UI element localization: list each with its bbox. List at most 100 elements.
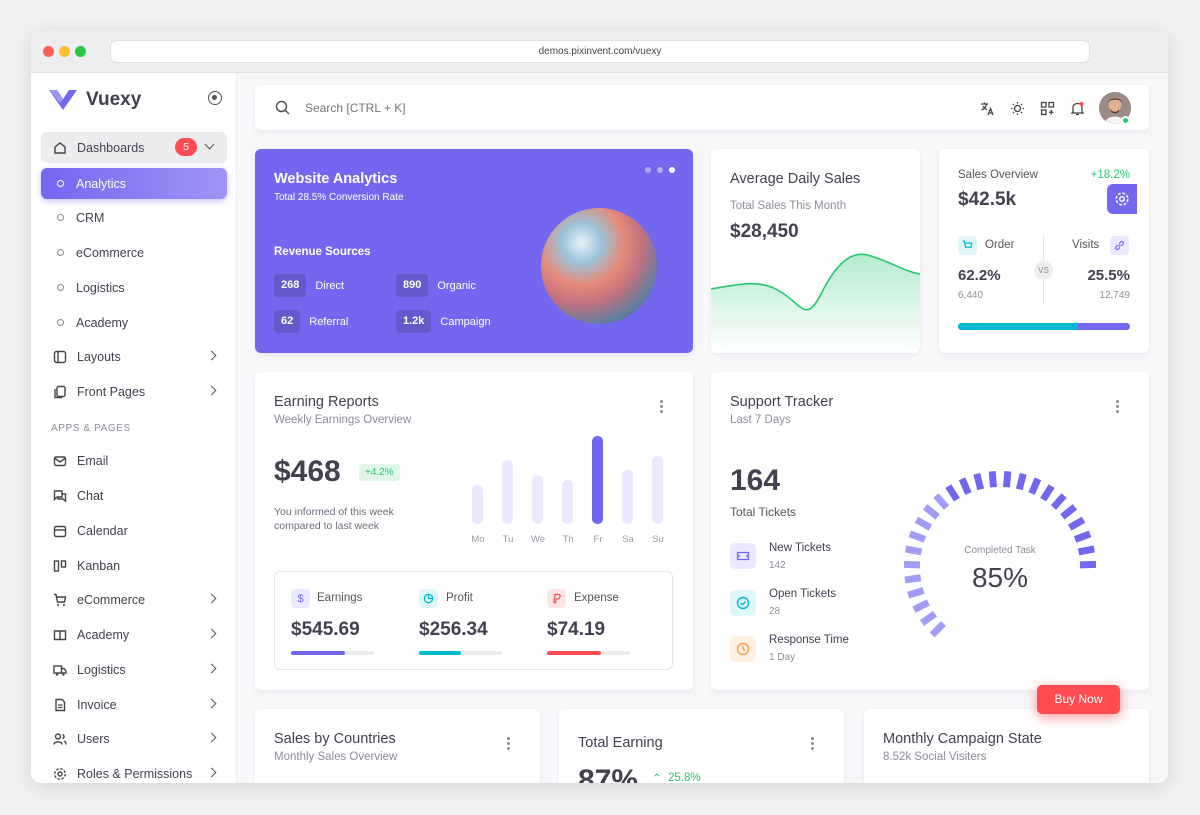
book-icon xyxy=(52,627,68,643)
sidebar-item-crm[interactable]: CRM xyxy=(41,202,227,233)
total-earning-change: 25.8% xyxy=(668,772,701,783)
circle-icon xyxy=(57,214,64,221)
chevron-down-icon xyxy=(204,139,215,150)
chevron-right-icon xyxy=(206,767,217,778)
completed-task-gauge xyxy=(903,471,1097,638)
total-earning-value: 87% xyxy=(578,764,639,783)
sidebar-item-academy-dashboard[interactable]: Academy xyxy=(41,307,227,338)
sales-value: $28,450 xyxy=(730,221,799,242)
sidebar-item-calendar[interactable]: Calendar xyxy=(41,515,227,546)
sidebar-item-label: Email xyxy=(77,453,109,468)
average-daily-sales-card: Average Daily Sales Total Sales This Mon… xyxy=(711,149,920,353)
sidebar-item-users[interactable]: Users xyxy=(41,723,227,754)
day-label: We xyxy=(530,534,546,545)
stat-label-profit: Profit xyxy=(446,592,473,604)
minimize-window-button[interactable] xyxy=(59,46,70,57)
bar-sa xyxy=(622,470,633,524)
kanban-icon xyxy=(52,558,68,574)
sidebar-item-roles-permissions[interactable]: Roles & Permissions xyxy=(41,758,227,783)
carousel-indicator-active[interactable] xyxy=(669,167,675,173)
sidebar-item-label: Chat xyxy=(77,488,104,503)
open-tickets-value: 28 xyxy=(769,606,781,617)
cart-icon xyxy=(52,592,68,608)
total-tickets-label: Total Tickets xyxy=(730,505,797,519)
stat-label-earnings: Earnings xyxy=(317,592,363,604)
sidebar: Vuexy Dashboards 5 Analytics CRM eCommer… xyxy=(31,73,237,783)
sidebar-item-front-pages[interactable]: Front Pages xyxy=(41,376,227,407)
card-title: Sales Overview xyxy=(958,169,1038,181)
sidebar-item-label: Logistics xyxy=(77,662,126,677)
address-bar[interactable]: demos.pixinvent.com/vuexy xyxy=(110,40,1090,63)
close-window-button[interactable] xyxy=(43,46,54,57)
sidebar-item-logistics-dashboard[interactable]: Logistics xyxy=(41,272,227,303)
sidebar-item-ecommerce-dashboard[interactable]: eCommerce xyxy=(41,237,227,268)
more-options-icon[interactable] xyxy=(507,737,510,750)
source-referral: 62 Referral xyxy=(274,310,348,333)
files-icon xyxy=(52,384,68,400)
chat-icon xyxy=(52,488,68,504)
app-name: Vuexy xyxy=(86,89,142,110)
sidebar-item-chat[interactable]: Chat xyxy=(41,480,227,511)
source-organic: 890 Organic xyxy=(396,274,476,297)
sales-value: $42.5k xyxy=(958,189,1017,210)
sidebar-item-invoice[interactable]: Invoice xyxy=(41,689,227,720)
gauge-tick xyxy=(933,493,950,510)
maximize-window-button[interactable] xyxy=(75,46,86,57)
earnings-progress xyxy=(291,651,374,655)
more-options-icon[interactable] xyxy=(811,737,814,750)
earning-reports-card: Earning Reports Weekly Earnings Overview… xyxy=(255,372,693,690)
sidebar-item-label: eCommerce xyxy=(76,245,145,260)
more-options-icon[interactable] xyxy=(1116,400,1119,413)
sidebar-item-ecommerce[interactable]: eCommerce xyxy=(41,584,227,615)
sun-icon[interactable] xyxy=(1009,100,1025,116)
sidebar-item-label: Calendar xyxy=(77,523,128,538)
sidebar-item-analytics[interactable]: Analytics xyxy=(41,168,227,199)
bell-icon[interactable] xyxy=(1069,100,1085,116)
sidebar-item-email[interactable]: Email xyxy=(41,445,227,476)
day-label: Fr xyxy=(593,534,603,545)
app-logo[interactable]: Vuexy xyxy=(49,89,141,111)
users-icon xyxy=(52,731,68,747)
change-badge: +18.2% xyxy=(1090,169,1130,181)
day-label: Sa xyxy=(622,534,634,545)
order-label: Order xyxy=(985,239,1015,251)
gauge-tick xyxy=(973,472,985,491)
browser-window: demos.pixinvent.com/vuexy Vuexy Dashboar… xyxy=(31,31,1168,783)
card-title: Average Daily Sales xyxy=(730,171,861,187)
earning-stats-panel: $ Earnings $545.69 Profit $256.34 Expens… xyxy=(274,571,673,670)
buy-now-button[interactable]: Buy Now xyxy=(1037,685,1120,714)
sidebar-pin-icon[interactable] xyxy=(208,91,222,105)
sidebar-item-dashboards[interactable]: Dashboards 5 xyxy=(41,132,227,163)
gauge-tick xyxy=(904,574,922,584)
translate-icon[interactable] xyxy=(979,100,995,116)
gauge-tick xyxy=(908,530,927,543)
sales-overview-card: Sales Overview +18.2% $42.5k Order Visit… xyxy=(939,149,1149,353)
carousel-indicator[interactable] xyxy=(645,167,651,173)
mail-icon xyxy=(52,453,68,469)
carousel-indicator[interactable] xyxy=(657,167,663,173)
sidebar-item-logistics[interactable]: Logistics xyxy=(41,654,227,685)
visits-count: 12,749 xyxy=(1099,290,1130,301)
chevron-right-icon xyxy=(206,628,217,639)
bar-su xyxy=(652,456,663,524)
sidebar-item-academy[interactable]: Academy xyxy=(41,619,227,650)
customizer-gear-button[interactable] xyxy=(1107,184,1137,214)
user-avatar[interactable] xyxy=(1099,92,1131,124)
gauge-tick xyxy=(1015,472,1027,491)
bar-th xyxy=(562,480,573,524)
search-icon[interactable] xyxy=(275,100,290,120)
sidebar-item-layouts[interactable]: Layouts xyxy=(41,341,227,372)
revenue-sources-heading: Revenue Sources xyxy=(274,246,371,258)
calendar-icon xyxy=(52,523,68,539)
order-visits-progress xyxy=(958,323,1130,330)
support-tracker-card: Support Tracker Last 7 Days 164 Total Ti… xyxy=(711,372,1149,690)
earning-value: $468 xyxy=(274,455,341,488)
visits-percent: 25.5% xyxy=(1087,267,1130,284)
sidebar-item-kanban[interactable]: Kanban xyxy=(41,550,227,581)
search-input[interactable] xyxy=(305,98,605,118)
check-circle-icon xyxy=(730,590,756,616)
apps-grid-icon[interactable] xyxy=(1039,100,1055,116)
more-options-icon[interactable] xyxy=(660,400,663,413)
chevron-right-icon xyxy=(206,698,217,709)
sidebar-item-label: Analytics xyxy=(76,176,127,191)
